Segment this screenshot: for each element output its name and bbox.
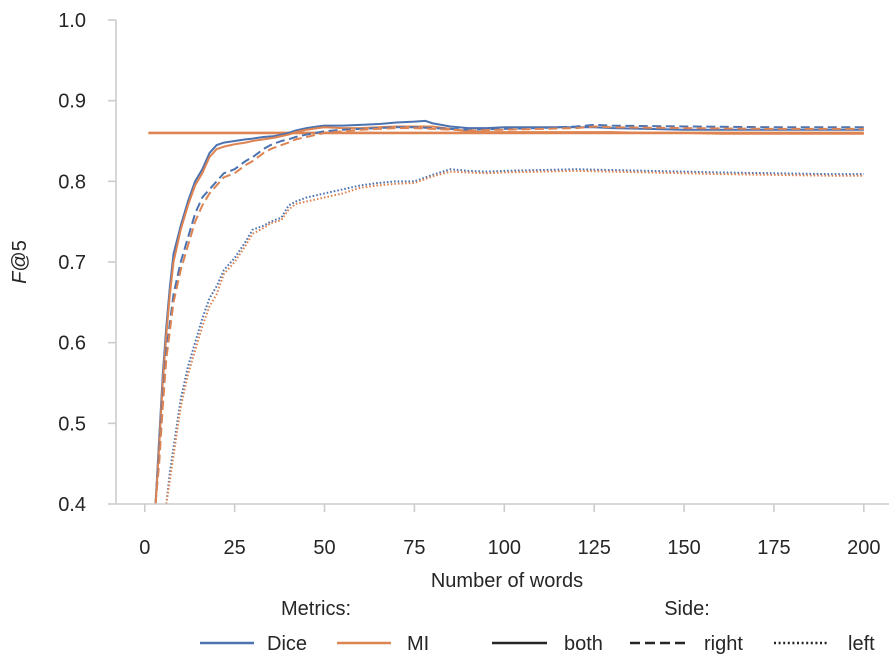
series-line-mi-right (154, 125, 864, 504)
y-axis-label: F@5 (9, 240, 31, 284)
legend-metrics-title: Metrics: (281, 598, 351, 620)
legend-right-label: right (704, 633, 743, 655)
y-tick-label: 0.8 (58, 171, 86, 193)
series-line-dice-both (154, 119, 864, 504)
axes-layer (115, 20, 889, 505)
legend-dice-label: Dice (267, 633, 307, 655)
x-tick-label: 100 (488, 537, 521, 559)
x-tick-label: 75 (403, 537, 425, 559)
x-tick-label: 0 (139, 537, 150, 559)
x-tick-label: 150 (667, 537, 700, 559)
y-tick-label: 0.9 (58, 91, 86, 113)
legend-side-title: Side: (664, 598, 710, 620)
x-tick-label: 50 (313, 537, 335, 559)
y-tick-label: 0.5 (58, 413, 86, 435)
legend-both-label: both (564, 633, 603, 655)
y-tick-label: 0.4 (58, 494, 86, 516)
series-line-mi-left (165, 169, 864, 504)
y-axis-label-rest: @5 (9, 240, 31, 271)
series-layer (148, 119, 864, 504)
y-tick-label: 0.7 (58, 252, 86, 274)
series-line-dice-right (154, 123, 864, 504)
x-axis-label: Number of words (431, 570, 583, 592)
legend-mi-label: MI (407, 633, 429, 655)
y-tick-label: 1.0 (58, 10, 86, 32)
y-ticks: 0.4 0.5 0.6 0.7 0.8 0.9 1.0 (58, 10, 116, 516)
x-tick-label: 200 (847, 537, 880, 559)
x-tick-label: 25 (224, 537, 246, 559)
series-line-dice-left (165, 168, 864, 504)
y-tick-label: 0.6 (58, 333, 86, 355)
legend-left-label: left (848, 633, 875, 655)
x-tick-label: 125 (577, 537, 610, 559)
x-tick-label: 175 (757, 537, 790, 559)
series-line-mi-both (154, 125, 864, 504)
y-axis-label-italic: F (9, 270, 31, 284)
x-ticks: 0 25 50 75 100 125 150 175 200 (139, 504, 881, 559)
legend: Metrics: Side: Dice MI both right left (200, 598, 875, 655)
